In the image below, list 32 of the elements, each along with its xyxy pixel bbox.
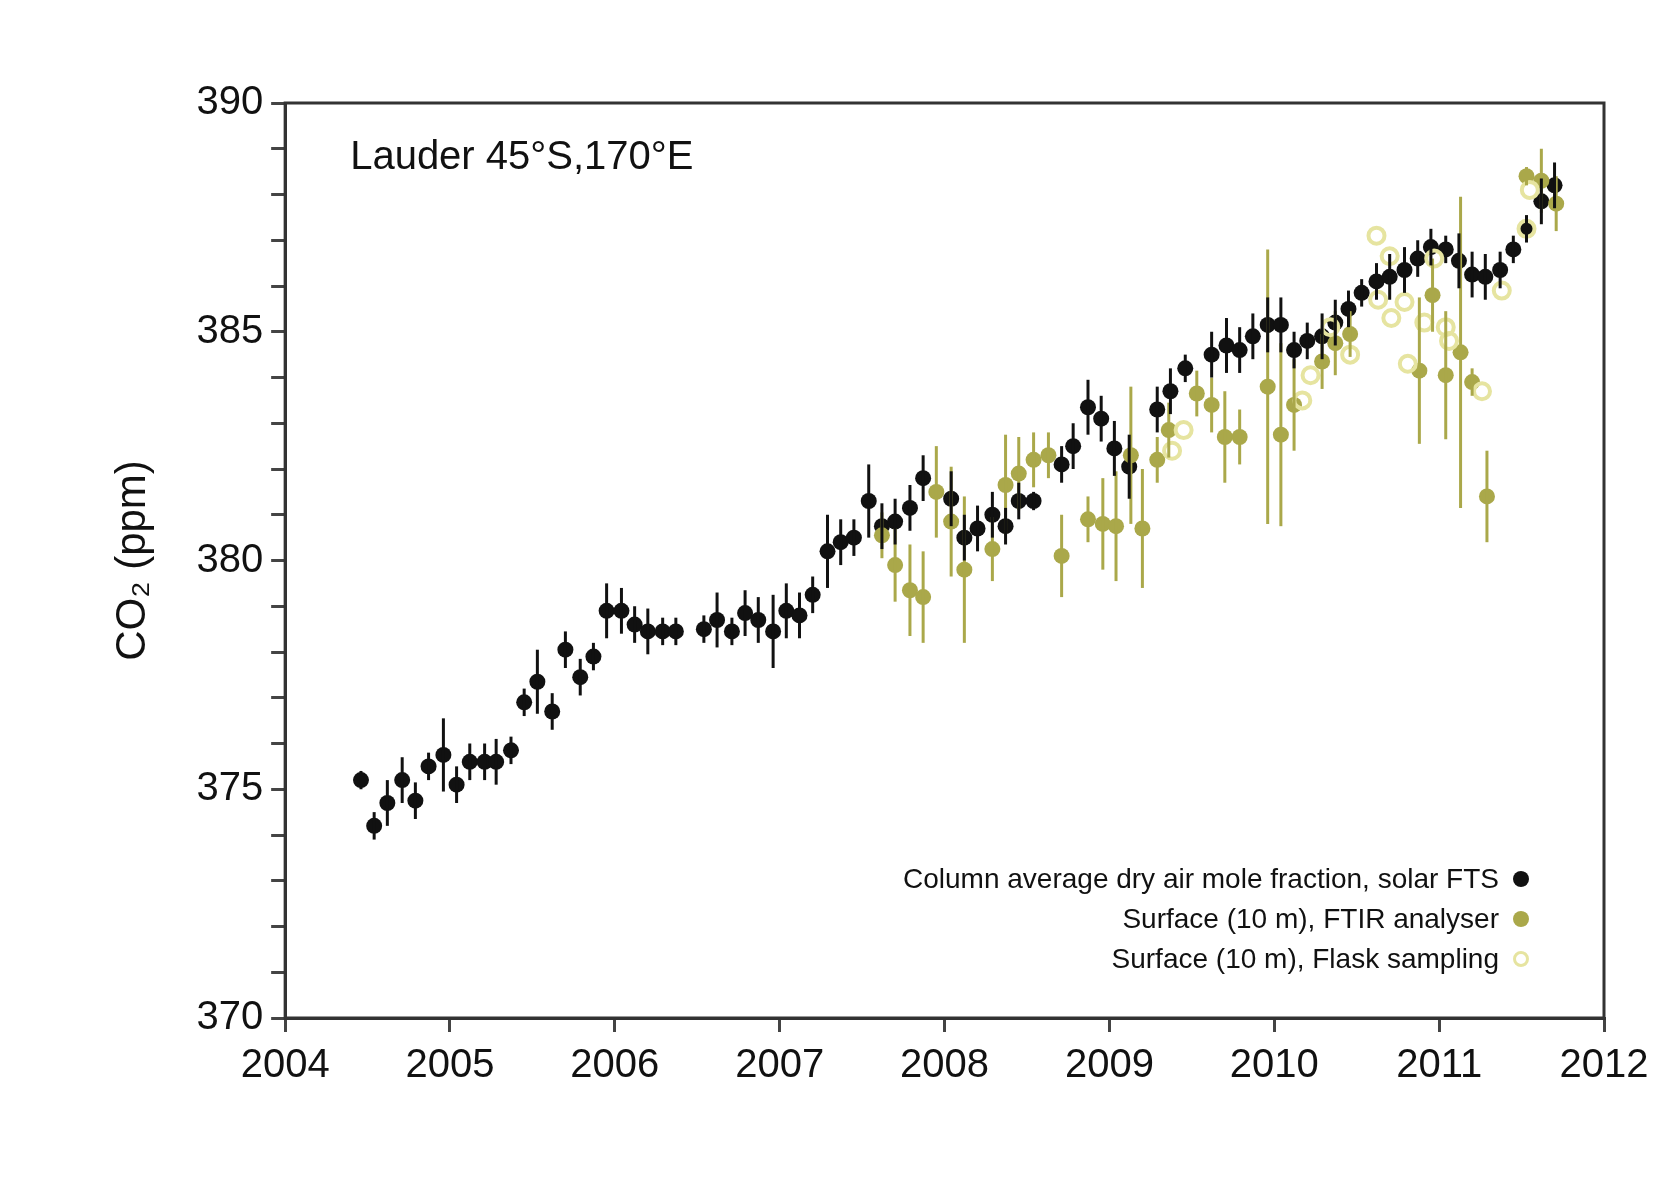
point bbox=[1340, 344, 1361, 365]
x-tick-label: 2005 bbox=[405, 1041, 495, 1086]
point bbox=[1173, 420, 1194, 441]
point bbox=[1394, 292, 1415, 313]
point bbox=[1472, 381, 1493, 402]
x-tick-label: 2011 bbox=[1396, 1041, 1483, 1086]
point bbox=[1368, 289, 1389, 310]
point bbox=[1162, 440, 1183, 461]
point bbox=[1300, 365, 1321, 386]
point bbox=[1397, 353, 1418, 374]
legend-label: Surface (10 m), Flask sampling bbox=[1111, 943, 1499, 975]
y-tick-label: 375 bbox=[196, 764, 264, 809]
y-tick-label: 385 bbox=[196, 306, 264, 351]
legend-label: Surface (10 m), FTIR analyser bbox=[1122, 903, 1499, 935]
annotation: Lauder 45°S,170°E bbox=[350, 133, 694, 178]
y-tick-label: 380 bbox=[196, 535, 264, 580]
y-axis-title: CO₂ (ppm) bbox=[106, 460, 154, 661]
x-tick-label: 2009 bbox=[1064, 1041, 1154, 1086]
x-tick-label: 2004 bbox=[240, 1041, 330, 1086]
x-tick-label: 2012 bbox=[1559, 1041, 1649, 1086]
x-tick-label: 2008 bbox=[900, 1041, 990, 1086]
y-tick-label: 390 bbox=[196, 78, 264, 123]
x-tick-label: 2010 bbox=[1229, 1041, 1319, 1086]
point bbox=[1491, 280, 1512, 301]
x-tick-label: 2006 bbox=[570, 1041, 660, 1086]
point bbox=[1381, 308, 1402, 329]
point bbox=[1366, 225, 1387, 246]
point bbox=[1379, 246, 1400, 267]
y-tick-label: 370 bbox=[196, 993, 264, 1038]
x-tick-label: 2007 bbox=[735, 1041, 825, 1086]
point bbox=[1519, 179, 1540, 200]
legend-label: Column average dry air mole fraction, solar FTS bbox=[903, 863, 1499, 895]
